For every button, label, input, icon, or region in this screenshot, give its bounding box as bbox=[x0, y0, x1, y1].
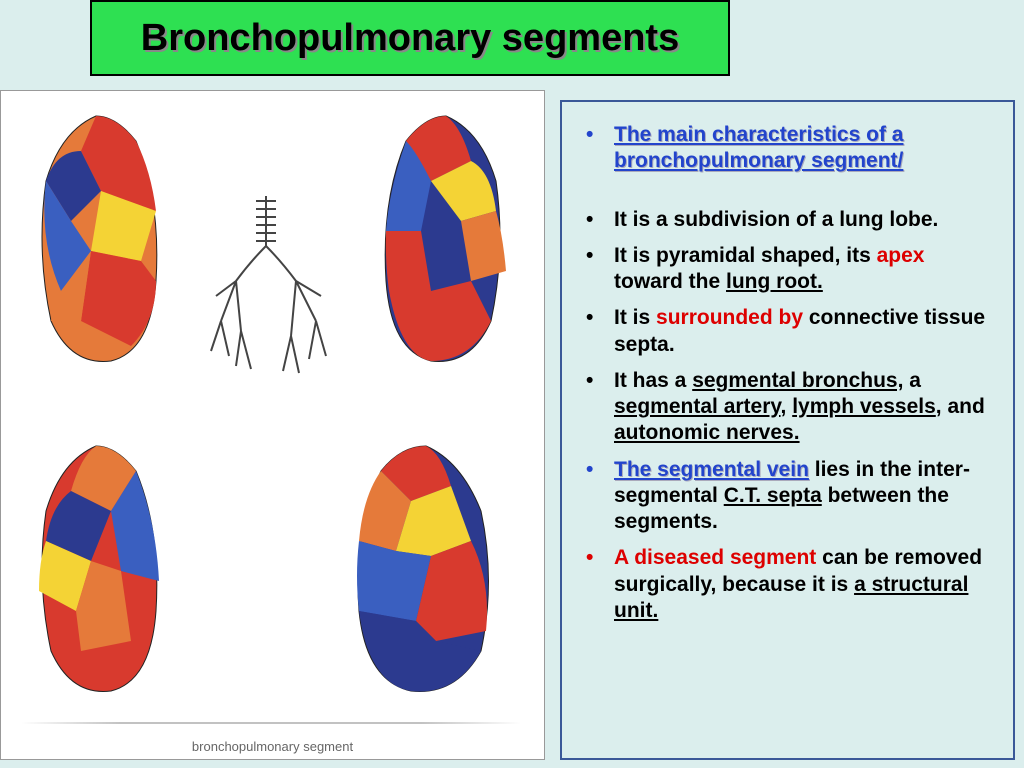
lung-bottom-left bbox=[21, 441, 171, 701]
heading-link: The main characteristics of a bronchopul… bbox=[614, 123, 903, 172]
bullet-subdivision: It is a subdivision of a lung lobe. bbox=[578, 207, 997, 233]
lung-top-left bbox=[21, 111, 171, 371]
bullet-diseased: A diseased segment can be removed surgic… bbox=[578, 545, 997, 624]
bullet-surrounded: It is surrounded by connective tissue se… bbox=[578, 305, 997, 358]
anatomy-image-panel: bronchopulmonary segment bbox=[0, 90, 545, 760]
lung-bottom-right bbox=[341, 441, 511, 701]
bullet-pyramidal: It is pyramidal shaped, its apex toward … bbox=[578, 243, 997, 296]
bullet-heading: The main characteristics of a bronchopul… bbox=[578, 122, 997, 175]
image-caption: bronchopulmonary segment bbox=[192, 739, 353, 754]
bullet-structures: It has a segmental bronchus, a segmental… bbox=[578, 368, 997, 447]
bullet-vein: The segmental vein lies in the inter- se… bbox=[578, 457, 997, 536]
title-bar: Bronchopulmonary segments bbox=[90, 0, 730, 76]
characteristics-list: The main characteristics of a bronchopul… bbox=[578, 122, 997, 624]
lung-top-right bbox=[371, 111, 521, 371]
baseline-rule bbox=[21, 722, 521, 724]
characteristics-panel: The main characteristics of a bronchopul… bbox=[560, 100, 1015, 760]
slide-title: Bronchopulmonary segments bbox=[141, 17, 679, 60]
bronchial-tree-illustration bbox=[201, 191, 341, 391]
